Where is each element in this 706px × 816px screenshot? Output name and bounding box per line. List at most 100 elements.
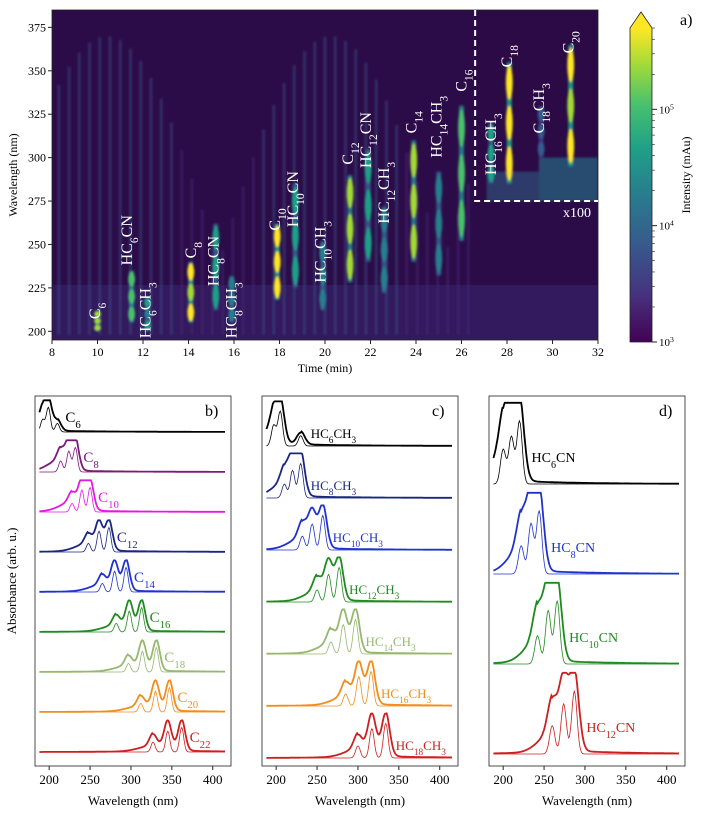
- y-tick-label: 275: [28, 194, 46, 208]
- background-streak: [200, 209, 204, 335]
- background-streak: [57, 85, 61, 335]
- background-streak: [303, 51, 306, 335]
- spectrum-label: HC16CH3: [381, 686, 431, 706]
- spectrum-line: [39, 479, 225, 513]
- x-tick-label: 200: [493, 772, 513, 787]
- peak-spot: [94, 317, 101, 324]
- peak-spot: [187, 283, 195, 301]
- background-streak: [344, 40, 347, 335]
- background-streak: [282, 83, 286, 335]
- peak-spot: [435, 209, 443, 239]
- peak-spot: [364, 189, 372, 222]
- peak-label: C18CH3: [531, 83, 553, 133]
- x-tick-label: 350: [616, 772, 636, 787]
- x-tick-label: 12: [137, 345, 149, 359]
- background-streak: [129, 48, 132, 335]
- panel-b-frame: [34, 395, 232, 767]
- background-streak: [374, 79, 378, 335]
- panel-c-spectra: HC6CH3 HC8CH3 HC10CH3 HC12CH3 HC14CH3 HC16CH3…: [261, 395, 459, 808]
- panel-d-label: d): [659, 403, 672, 420]
- spectrum-line: [265, 452, 452, 499]
- x-tick-label: 350: [389, 772, 409, 787]
- background-streak: [415, 181, 419, 335]
- x-tick-label: 200: [266, 772, 286, 787]
- spectrum-line: [266, 504, 452, 551]
- peak-spot: [228, 292, 236, 306]
- peak-spot: [228, 308, 236, 322]
- peak-spot: [458, 109, 465, 148]
- peak-label: C10: [267, 208, 289, 230]
- y-tick-label: 200: [28, 324, 46, 338]
- spectrum-label: C6: [65, 410, 81, 431]
- peak-spot: [567, 129, 575, 164]
- y-tick-label: 350: [28, 64, 46, 78]
- peak-label: HC8CN: [206, 235, 228, 286]
- colorbar-tick-label: 105: [659, 102, 674, 117]
- peak-label: C12: [340, 142, 362, 164]
- x-tick-label: 300: [121, 772, 141, 787]
- inset-label: x100: [563, 206, 591, 221]
- peak-spot: [319, 289, 327, 309]
- peak-spot: [487, 165, 495, 183]
- spectrum-label: HC8CH3: [311, 478, 357, 498]
- spectrum-reference-line: [493, 419, 679, 485]
- peak-spot: [212, 254, 220, 280]
- peak-label: HC16CH3: [483, 113, 505, 175]
- spectrum-line: [39, 599, 225, 633]
- peak-spot: [346, 177, 354, 209]
- x-tick-label: 26: [456, 345, 468, 359]
- peak-label: HC6CN: [119, 215, 141, 266]
- peak-label: C20: [560, 31, 582, 53]
- background-streak: [272, 104, 276, 335]
- peak-spot: [364, 227, 372, 259]
- spectrum-line: [493, 581, 679, 665]
- x-tick-label: 18: [274, 345, 286, 359]
- background-streak: [119, 40, 122, 335]
- inset-haze: [486, 171, 539, 202]
- peak-spot: [128, 306, 136, 322]
- colorbar-extend-arrow: [630, 12, 652, 28]
- spectrum-line: [39, 639, 225, 673]
- background-streak: [149, 78, 153, 335]
- background-streak: [108, 36, 112, 335]
- background-streak: [221, 249, 224, 335]
- peak-label: C14: [403, 111, 425, 133]
- spectrum-line: [266, 608, 452, 655]
- peak-spot: [319, 242, 327, 263]
- peak-spot: [319, 266, 327, 286]
- x-tick-label: 8: [49, 345, 55, 359]
- y-tick-label: 250: [28, 237, 46, 251]
- peak-label: C6: [87, 302, 109, 319]
- peak-spot: [128, 271, 136, 287]
- panel-d-spectra: HC6CN HC8CN HC10CN HC12CN 200 250 300 350 400 W…: [488, 395, 686, 808]
- x-tick-label: 20: [319, 345, 331, 359]
- spectrum-line: [39, 559, 225, 593]
- background-streak: [67, 66, 71, 335]
- peak-spot: [144, 309, 151, 319]
- spectrum-line: [266, 660, 452, 707]
- peak-label: HC10CH3: [312, 221, 334, 283]
- x-tick-label: 300: [575, 772, 595, 787]
- peak-spot: [212, 283, 220, 309]
- spectrum-label: HC6CN: [532, 451, 576, 471]
- spectrum-label: HC6CH3: [311, 426, 357, 446]
- peak-label: HC6CH3: [137, 282, 159, 338]
- spectrum-label: HC10CH3: [333, 530, 383, 550]
- spectrum-label: C8: [83, 450, 98, 471]
- background-streak: [190, 178, 194, 335]
- panel-a-label: a): [680, 12, 692, 29]
- spectrum-line: [39, 719, 225, 753]
- spectrum-label: C22: [190, 730, 211, 751]
- panel-c-xlabel: Wavelength (nm): [315, 793, 405, 808]
- spectrum-label: HC14CH3: [366, 634, 416, 654]
- peak-label: HC12CN: [358, 112, 380, 168]
- x-tick-label: 22: [365, 345, 377, 359]
- background-streak: [354, 49, 357, 335]
- spectrum-reference-line: [39, 446, 225, 473]
- peak-spot: [94, 310, 101, 317]
- spectrum-label: HC8CN: [551, 541, 595, 561]
- spectrum-line: [39, 439, 225, 473]
- x-tick-label: 28: [501, 345, 513, 359]
- background-streak: [78, 52, 81, 335]
- spectrum-line: [492, 401, 679, 485]
